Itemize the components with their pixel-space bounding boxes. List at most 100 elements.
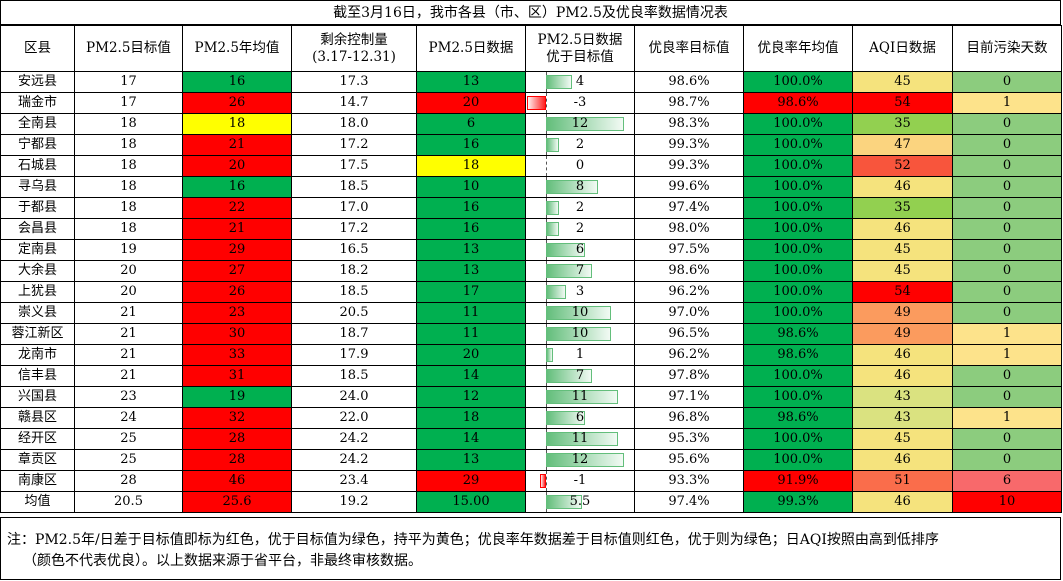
pollution-days-cell: 0 <box>952 218 1062 240</box>
table-row: 均值 20.5 25.6 19.2 15.00 5.5 97.4% 99.3% 46 10 <box>0 491 1062 513</box>
pm25-diff-cell: 7 <box>525 260 635 282</box>
diff-bar <box>546 243 585 257</box>
rate-annual-cell: 100.0% <box>743 155 853 177</box>
pm25-daily-cell: 13 <box>416 260 526 282</box>
diff-value: 4 <box>575 74 585 89</box>
pm25-target-cell: 18 <box>74 134 183 156</box>
table-row: 安远县 17 16 17.3 13 4 98.6% 100.0% 45 0 <box>0 71 1062 93</box>
rate-annual-cell: 100.0% <box>743 113 853 135</box>
aqi-daily-cell: 49 <box>852 302 953 324</box>
aqi-daily-cell: 46 <box>852 449 953 471</box>
remaining-quota-cell: 23.4 <box>291 470 417 492</box>
table-row: 会昌县 18 21 17.2 16 2 98.0% 100.0% 46 0 <box>0 218 1062 240</box>
diff-value: 11 <box>571 431 589 446</box>
remaining-quota-cell: 20.5 <box>291 302 417 324</box>
county-cell: 于都县 <box>0 197 75 219</box>
diff-value: 2 <box>575 221 585 236</box>
rate-annual-cell: 98.6% <box>743 344 853 366</box>
diff-value: 12 <box>571 116 589 131</box>
rate-target-cell: 99.6% <box>634 176 744 198</box>
diff-value: 5.5 <box>569 494 591 509</box>
rate-annual-cell: 100.0% <box>743 260 853 282</box>
county-cell: 瑞金市 <box>0 92 75 114</box>
pm25-diff-cell: 11 <box>525 428 635 450</box>
pollution-days-cell: 0 <box>952 134 1062 156</box>
county-cell: 安远县 <box>0 71 75 93</box>
rate-target-cell: 98.6% <box>634 260 744 282</box>
county-cell: 崇义县 <box>0 302 75 324</box>
pollution-days-cell: 0 <box>952 71 1062 93</box>
table-row: 全南县 18 18 18.0 6 12 98.3% 100.0% 35 0 <box>0 113 1062 135</box>
rate-annual-cell: 98.6% <box>743 92 853 114</box>
diff-value: -1 <box>573 473 587 488</box>
pollution-days-cell: 0 <box>952 386 1062 408</box>
aqi-daily-cell: 46 <box>852 176 953 198</box>
pm25-daily-cell: 13 <box>416 449 526 471</box>
diff-bar <box>546 369 592 383</box>
county-cell: 蓉江新区 <box>0 323 75 345</box>
pm25-diff-cell: 1 <box>525 344 635 366</box>
remaining-quota-cell: 22.0 <box>291 407 417 429</box>
remaining-quota-cell: 17.2 <box>291 134 417 156</box>
diff-value: 2 <box>575 200 585 215</box>
table-row: 大余县 20 27 18.2 13 7 98.6% 100.0% 45 0 <box>0 260 1062 282</box>
header-remaining-quota: 剩余控制量 (3.17-12.31) <box>291 25 417 72</box>
table-title: 截至3月16日，我市各县（市、区）PM2.5及优良率数据情况表 <box>0 0 1061 25</box>
diff-bar <box>546 222 559 236</box>
pm25-diff-cell: -1 <box>525 470 635 492</box>
remaining-quota-cell: 18.2 <box>291 260 417 282</box>
diff-value: 3 <box>575 284 585 299</box>
rate-annual-cell: 100.0% <box>743 386 853 408</box>
pm25-annual-cell: 25.6 <box>182 491 292 513</box>
table-row: 崇义县 21 23 20.5 11 10 97.0% 100.0% 49 0 <box>0 302 1062 324</box>
pm25-annual-cell: 30 <box>182 323 292 345</box>
remaining-quota-cell: 18.5 <box>291 365 417 387</box>
diff-bar <box>546 201 559 215</box>
pm25-annual-cell: 22 <box>182 197 292 219</box>
pm25-target-cell: 21 <box>74 323 183 345</box>
aqi-daily-cell: 45 <box>852 428 953 450</box>
rate-target-cell: 98.0% <box>634 218 744 240</box>
diff-value: 8 <box>575 179 585 194</box>
pm25-annual-cell: 21 <box>182 218 292 240</box>
pm25-daily-cell: 16 <box>416 218 526 240</box>
diff-bar <box>526 96 546 110</box>
header-pm25-annual: PM2.5年均值 <box>182 25 292 72</box>
remaining-quota-cell: 18.7 <box>291 323 417 345</box>
aqi-daily-cell: 45 <box>852 260 953 282</box>
rate-annual-cell: 91.9% <box>743 470 853 492</box>
header-row: 区县 PM2.5目标值 PM2.5年均值 剩余控制量 (3.17-12.31) P… <box>0 25 1062 72</box>
remaining-quota-cell: 17.2 <box>291 218 417 240</box>
remaining-quota-cell: 14.7 <box>291 92 417 114</box>
pm25-daily-cell: 6 <box>416 113 526 135</box>
pm25-annual-cell: 46 <box>182 470 292 492</box>
rate-annual-cell: 99.3% <box>743 491 853 513</box>
rate-annual-cell: 100.0% <box>743 197 853 219</box>
aqi-daily-cell: 54 <box>852 92 953 114</box>
pm25-daily-cell: 13 <box>416 239 526 261</box>
rate-target-cell: 97.5% <box>634 239 744 261</box>
pollution-days-cell: 0 <box>952 428 1062 450</box>
county-cell: 龙南市 <box>0 344 75 366</box>
diff-bar <box>546 285 566 299</box>
pm25-diff-cell: 12 <box>525 113 635 135</box>
table-row: 南康区 28 46 23.4 29 -1 93.3% 91.9% 51 6 <box>0 470 1062 492</box>
pm25-diff-cell: 12 <box>525 449 635 471</box>
pm25-diff-cell: 7 <box>525 365 635 387</box>
pm25-diff-cell: -3 <box>525 92 635 114</box>
diff-value: 12 <box>571 452 589 467</box>
diff-value: 2 <box>575 137 585 152</box>
pollution-days-cell: 1 <box>952 92 1062 114</box>
aqi-daily-cell: 35 <box>852 197 953 219</box>
rate-annual-cell: 100.0% <box>743 134 853 156</box>
remaining-quota-cell: 17.9 <box>291 344 417 366</box>
pm25-daily-cell: 16 <box>416 197 526 219</box>
table-row: 兴国县 23 19 24.0 12 11 97.1% 100.0% 43 0 <box>0 386 1062 408</box>
pm25-annual-cell: 31 <box>182 365 292 387</box>
footnote: 注：PM2.5年/日差于目标值即标为红色，优于目标值为绿色，持平为黄色；优良率年… <box>0 517 1061 580</box>
pm25-target-cell: 20 <box>74 281 183 303</box>
pm25-target-cell: 25 <box>74 428 183 450</box>
remaining-quota-cell: 24.0 <box>291 386 417 408</box>
pollution-days-cell: 0 <box>952 176 1062 198</box>
